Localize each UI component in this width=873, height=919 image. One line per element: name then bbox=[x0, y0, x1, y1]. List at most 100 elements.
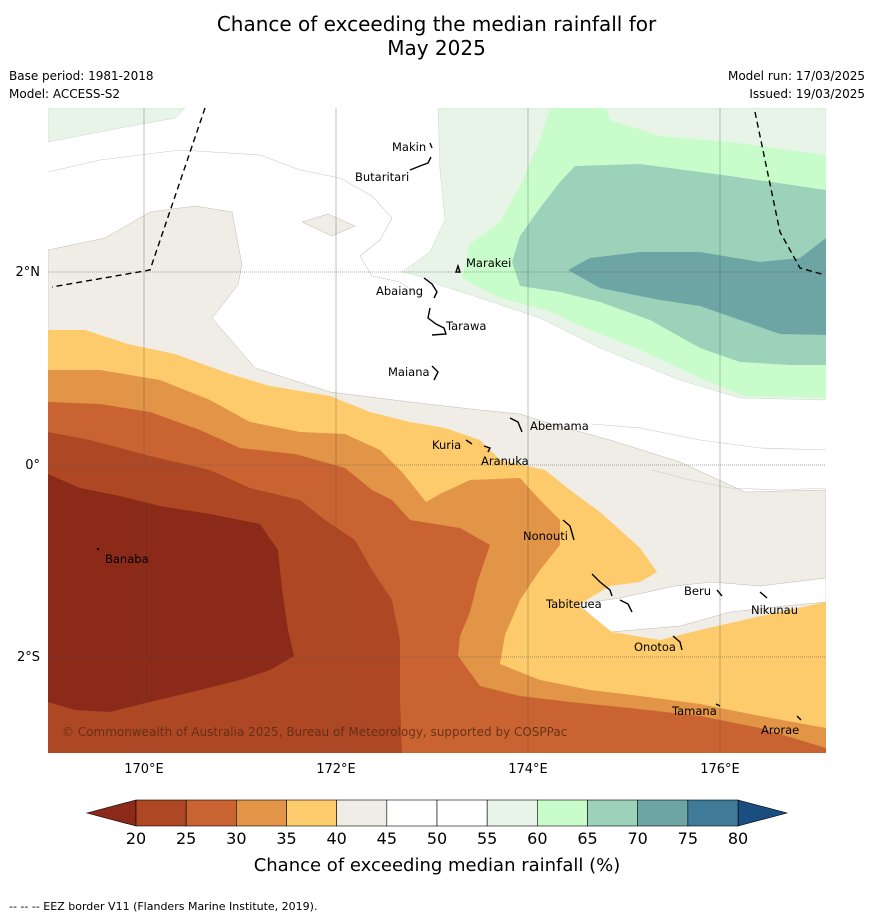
contour-layer bbox=[48, 108, 826, 753]
label-nonouti: Nonouti bbox=[523, 529, 568, 543]
island-onotoa bbox=[672, 635, 683, 651]
island-tarawa bbox=[427, 307, 447, 336]
colorbar-tick-label: 25 bbox=[176, 829, 196, 848]
label-butaritari: Butaritari bbox=[355, 170, 409, 184]
colorbar-cell bbox=[135, 799, 187, 827]
colorbar-tick-label: 55 bbox=[477, 829, 497, 848]
island-tamana bbox=[715, 703, 721, 707]
band-45-50-southeast bbox=[577, 577, 826, 633]
colorbar-cell bbox=[587, 799, 638, 827]
lat-tick-2n: 2°N bbox=[16, 265, 41, 280]
islands bbox=[96, 142, 802, 721]
colorbar-tick-labels: 20 25 30 35 40 45 50 55 60 65 70 75 80 bbox=[126, 829, 748, 848]
colorbar-cell bbox=[286, 799, 337, 827]
band-40-45-patch bbox=[301, 213, 356, 237]
label-onotoa: Onotoa bbox=[634, 640, 676, 654]
colorbar-cells bbox=[135, 799, 739, 827]
lon-tick-172: 172°E bbox=[316, 762, 356, 777]
label-makin: Makin bbox=[392, 140, 426, 154]
colorbar-tick-label: 80 bbox=[728, 829, 748, 848]
colorbar-tick-label: 60 bbox=[527, 829, 547, 848]
contour-line-1 bbox=[48, 149, 421, 297]
colorbar-tick-label: 45 bbox=[377, 829, 397, 848]
island-marakei bbox=[455, 263, 461, 273]
island-beru bbox=[716, 589, 723, 597]
label-aranuka: Aranuka bbox=[481, 454, 529, 468]
lon-tick-labels: 170°E 172°E 174°E 176°E bbox=[124, 762, 740, 777]
eez-footnote: -- -- -- EEZ border V11 (Flanders Marine… bbox=[9, 900, 318, 913]
island-abaiang bbox=[423, 277, 438, 299]
island-maiana bbox=[431, 365, 439, 381]
model-name: Model: ACCESS-S2 bbox=[9, 87, 121, 101]
label-maiana: Maiana bbox=[388, 365, 430, 379]
band-below-20 bbox=[48, 474, 294, 712]
colorbar-tick-label: 70 bbox=[627, 829, 647, 848]
colorbar-arrow-high bbox=[737, 799, 789, 827]
band-70-75 bbox=[568, 238, 826, 335]
band-55-60-northwest bbox=[48, 108, 186, 143]
copyright-notice: © Commonwealth of Australia 2025, Bureau… bbox=[62, 725, 567, 739]
meta-right: Model run: 17/03/2025 Issued: 19/03/2025 bbox=[728, 67, 865, 103]
island-aranuka bbox=[483, 445, 491, 453]
meta-left: Base period: 1981-2018 Model: ACCESS-S2 bbox=[9, 67, 154, 103]
colorbar-tick-label: 50 bbox=[427, 829, 447, 848]
colorbar-cell bbox=[336, 799, 388, 827]
eez-border-west bbox=[51, 107, 206, 288]
label-abemama: Abemama bbox=[530, 419, 589, 433]
lat-tick-0: 0° bbox=[25, 458, 40, 473]
island-kuria bbox=[465, 439, 473, 445]
colorbar-title: Chance of exceeding median rainfall (%) bbox=[254, 855, 621, 876]
colorbar-cell bbox=[386, 799, 438, 827]
colorbar-cell bbox=[236, 799, 287, 827]
lon-tick-170: 170°E bbox=[124, 762, 164, 777]
label-tamana: Tamana bbox=[671, 704, 717, 718]
island-nikunau bbox=[759, 591, 768, 599]
base-period: Base period: 1981-2018 bbox=[9, 69, 154, 83]
island-tabiteuea bbox=[591, 573, 633, 613]
label-tarawa: Tarawa bbox=[445, 319, 486, 333]
title-line-1: Chance of exceeding the median rainfall … bbox=[216, 12, 657, 36]
label-banaba: Banaba bbox=[105, 552, 149, 566]
colorbar-cell bbox=[637, 799, 689, 827]
colorbar: 20 25 30 35 40 45 50 55 60 65 70 75 80 Chance of exc… bbox=[85, 799, 789, 876]
island-arorae bbox=[796, 715, 802, 721]
gridlines bbox=[48, 108, 826, 753]
label-kuria: Kuria bbox=[432, 438, 461, 452]
island-abemama bbox=[509, 417, 523, 433]
label-abaiang: Abaiang bbox=[376, 284, 423, 298]
contour-line-3 bbox=[651, 469, 826, 491]
contour-line-2 bbox=[591, 423, 826, 451]
label-beru: Beru bbox=[684, 584, 711, 598]
colorbar-tick-label: 35 bbox=[276, 829, 296, 848]
island-butaritari bbox=[409, 156, 432, 171]
colorbar-cell bbox=[185, 799, 237, 827]
map-title: Chance of exceeding the median rainfall … bbox=[0, 12, 873, 60]
colorbar-tick-label: 30 bbox=[226, 829, 246, 848]
colorbar-tick-label: 40 bbox=[326, 829, 346, 848]
eez-borders bbox=[51, 107, 826, 288]
colorbar-tick-label: 65 bbox=[577, 829, 597, 848]
lon-tick-174: 174°E bbox=[508, 762, 548, 777]
colorbar-arrow-low bbox=[85, 799, 137, 827]
contour-lines bbox=[48, 149, 826, 491]
eez-border-east bbox=[754, 111, 826, 276]
lat-tick-2s: 2°S bbox=[17, 650, 40, 665]
label-nikunau: Nikunau bbox=[751, 603, 798, 617]
lon-tick-176: 176°E bbox=[700, 762, 740, 777]
label-arorae: Arorae bbox=[761, 723, 799, 737]
island-nonouti bbox=[562, 519, 575, 541]
title-line-2: May 2025 bbox=[387, 36, 486, 60]
label-marakei: Marakei bbox=[466, 256, 511, 270]
island-banaba bbox=[96, 547, 100, 551]
model-run: Model run: 17/03/2025 bbox=[727, 69, 865, 83]
colorbar-cell bbox=[486, 799, 538, 827]
colorbar-tick-label: 20 bbox=[126, 829, 146, 848]
colorbar-cell bbox=[537, 799, 588, 827]
island-makin bbox=[429, 142, 433, 149]
issued-date: Issued: 19/03/2025 bbox=[749, 87, 865, 101]
colorbar-tick-label: 75 bbox=[678, 829, 698, 848]
place-labels: Makin Butaritari Marakei Abaiang Tarawa … bbox=[105, 140, 799, 737]
label-tabiteuea: Tabiteuea bbox=[545, 597, 602, 611]
colorbar-cell bbox=[687, 799, 739, 827]
